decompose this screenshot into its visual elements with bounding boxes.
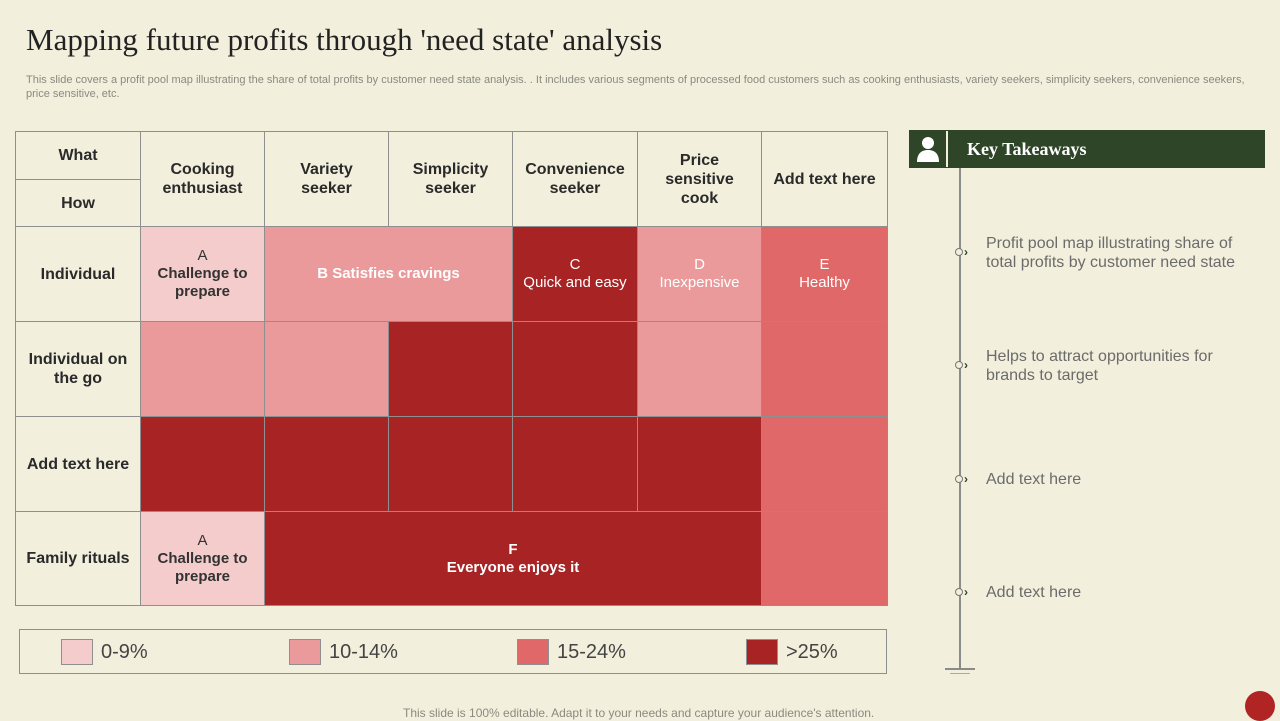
block-b-text: B Satisfies cravings [317,265,460,282]
chevron-right-icon: › [964,245,968,259]
legend-swatch [61,639,93,665]
corner-what: What [15,131,141,180]
cell-r2-c4 [512,321,638,417]
block-a-text: Challenge to prepare [157,265,248,300]
chevron-right-icon: › [964,472,968,486]
user-icon [910,131,948,167]
cell-r3-c4 [512,416,638,512]
cell-r2-c2 [264,321,389,417]
cell-r2-c3 [388,321,513,417]
chevron-right-icon: › [964,358,968,372]
takeaway-item: Profit pool map illustrating share of to… [986,235,1236,271]
timeline-line [959,168,961,668]
page-subtitle: This slide covers a profit pool map illu… [26,74,1245,100]
block-a2-text: Challenge to prepare [157,549,248,585]
row-header-family-rituals: Family rituals [15,511,141,606]
legend-item-0-9: 0-9% [61,639,148,665]
legend-label: 15-24% [557,640,626,663]
block-a2-letter: A [197,531,208,549]
legend-item-10-14: 10-14% [289,639,398,665]
col-header-simplicity-seeker: Simplicity seeker [388,131,513,227]
key-takeaways-header: Key Takeaways [909,130,1265,168]
takeaway-item: Add text here [986,584,1082,601]
timeline-dot [955,248,963,256]
col-header-variety-seeker: Variety seeker [264,131,389,227]
block-f-text: Everyone enjoys it [446,558,580,576]
legend-label: 10-14% [329,640,398,663]
col-header-price-sensitive-cook: Price sensitive cook [637,131,762,227]
cell-r3-c1 [140,416,265,512]
cell-r2-c1 [140,321,265,417]
block-c-quick-and-easy: C Quick and easy [512,226,638,322]
cell-r3-c6 [761,416,888,512]
footer-note: This slide is 100% editable. Adapt it to… [403,706,875,720]
corner-how: How [15,179,141,227]
block-e-healthy: E Healthy [761,226,888,322]
col-header-add-text: Add text here [761,131,888,227]
block-f-everyone-enjoys-it: F Everyone enjoys it [264,511,762,606]
timeline-dot [955,588,963,596]
legend-item-25-plus: >25% [746,639,838,665]
legend: 0-9% 10-14% 15-24% >25% [19,629,887,674]
cell-r2-c6 [761,321,888,417]
col-header-cooking-enthusiast: Cooking enthusiast [140,131,265,227]
cell-r2-c5 [637,321,762,417]
timeline-dot [955,475,963,483]
cell-r4-c6 [761,511,888,606]
legend-label: 0-9% [101,640,148,663]
cell-r3-c3 [388,416,513,512]
row-header-individual-on-the-go: Individual on the go [15,321,141,417]
legend-swatch [289,639,321,665]
block-e-letter: E [819,256,830,273]
timeline-base-shadow [950,673,970,674]
page-title: Mapping future profits through 'need sta… [26,22,663,57]
key-takeaways-title: Key Takeaways [967,138,1087,159]
need-state-grid: What How Cooking enthusiast Variety seek… [15,131,888,606]
timeline-dot [955,361,963,369]
col-header-convenience-seeker: Convenience seeker [512,131,638,227]
block-f-letter: F [508,540,518,558]
block-c-text: Quick and easy [523,274,627,291]
legend-item-15-24: 15-24% [517,639,626,665]
legend-swatch [746,639,778,665]
block-d-text: Inexpensive [659,274,740,291]
block-a-individual: A Challenge to prepare [140,226,265,322]
block-b-satisfies-cravings: B Satisfies cravings [264,226,513,322]
block-a-family-rituals: A Challenge to prepare [140,511,265,606]
legend-swatch [517,639,549,665]
chevron-right-icon: › [964,585,968,599]
cell-r3-c2 [264,416,389,512]
block-d-letter: D [694,256,705,273]
row-header-individual: Individual [15,226,141,322]
legend-label: >25% [786,640,838,663]
block-e-text: Healthy [799,274,850,291]
row-header-add-text: Add text here [15,416,141,512]
decorative-circle [1245,691,1275,721]
timeline-base [945,668,975,670]
takeaway-item: Helps to attract opportunities for brand… [986,348,1213,384]
block-c-letter: C [569,256,581,273]
cell-r3-c5 [637,416,762,512]
takeaway-item: Add text here [986,471,1082,488]
block-d-inexpensive: D Inexpensive [637,226,762,322]
block-a-letter: A [197,247,208,264]
